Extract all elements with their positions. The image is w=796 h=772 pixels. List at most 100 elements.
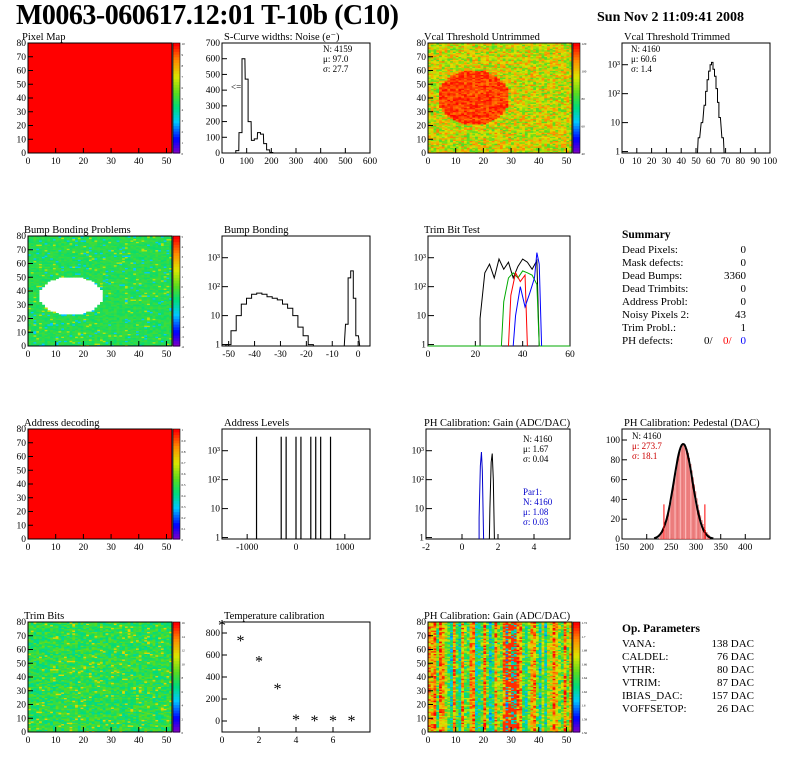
- heatmap-cell: [566, 150, 570, 152]
- heatmap-cell: [436, 63, 440, 66]
- heatmap-cell: [516, 59, 520, 62]
- heatmap-cell: [502, 132, 506, 135]
- heatmap-cell: [480, 115, 484, 118]
- heatmap-cell: [433, 126, 437, 129]
- heatmap-cell: [552, 73, 556, 75]
- heatmap-cell: [472, 137, 476, 140]
- heatmap-cell: [544, 131, 548, 133]
- heatmap-cell: [547, 71, 551, 74]
- heatmap-cell: [563, 52, 567, 55]
- heatmap-cell: [500, 146, 504, 148]
- heatmap-cell: [480, 151, 484, 154]
- x-tick-label: 50: [162, 157, 172, 167]
- heatmap-cell: [441, 99, 445, 102]
- heatmap-cell: [486, 48, 490, 51]
- color-scale-band: [173, 92, 180, 96]
- heatmap-cell: [483, 95, 487, 97]
- heatmap-cell: [447, 55, 451, 58]
- heatmap-cell: [469, 67, 473, 70]
- panel-title: Bump Bonding Problems: [24, 225, 131, 236]
- heatmap-cell: [513, 93, 517, 96]
- heatmap-cell: [502, 122, 506, 125]
- heatmap-cell: [524, 96, 529, 99]
- heatmap-cell: [560, 140, 565, 143]
- y-tick-label: 10: [17, 135, 27, 145]
- heatmap-cell: [455, 81, 459, 84]
- heatmap-cell: [544, 100, 548, 103]
- heatmap-cell: [563, 129, 567, 132]
- heatmap-cell: [566, 51, 570, 53]
- heatmap-cell: [547, 58, 551, 60]
- heatmap-cell: [497, 150, 501, 152]
- heatmap-cell: [500, 139, 504, 141]
- heatmap-cell: [549, 110, 553, 113]
- heatmap-cell: [494, 59, 498, 62]
- heatmap-cell: [488, 113, 493, 115]
- heatmap-cell: [436, 76, 440, 78]
- heatmap-cell: [555, 103, 559, 106]
- heatmap-cell: [439, 85, 443, 88]
- heatmap-cell: [461, 132, 465, 135]
- heatmap-cell: [458, 124, 462, 126]
- heatmap-cell: [494, 84, 498, 86]
- heatmap-cell: [472, 95, 476, 97]
- heatmap-cell: [428, 151, 432, 154]
- heatmap-cell: [488, 95, 493, 97]
- heatmap-cell: [500, 110, 504, 113]
- heatmap-cell: [472, 92, 476, 95]
- heatmap-cell: [439, 104, 443, 107]
- heatmap-cell: [511, 100, 515, 103]
- heatmap-cell: [491, 82, 495, 85]
- heatmap-cell: [511, 49, 515, 52]
- heatmap-cell: [447, 121, 451, 124]
- heatmap-cell: [436, 122, 440, 125]
- color-scale-band: [173, 114, 180, 118]
- heatmap-cell: [433, 142, 437, 144]
- heatmap-cell: [522, 128, 526, 130]
- heatmap-cell: [530, 117, 534, 119]
- heatmap-cell: [464, 55, 468, 58]
- heatmap-cell: [558, 107, 562, 110]
- heatmap-cell: [428, 60, 432, 63]
- heatmap-cell: [538, 55, 542, 58]
- heatmap-cell: [450, 56, 454, 59]
- heatmap-cell: [516, 132, 520, 135]
- heatmap-cell: [500, 115, 504, 118]
- heatmap-cell: [544, 109, 548, 111]
- heatmap-cell: [552, 55, 556, 58]
- heatmap-cell: [441, 146, 445, 148]
- heatmap-cell: [555, 125, 559, 128]
- heatmap-cell: [436, 92, 440, 95]
- heatmap-cell: [541, 113, 545, 115]
- heatmap-cell: [513, 144, 517, 147]
- heatmap-cell: [450, 135, 454, 137]
- heatmap-cell: [450, 118, 454, 121]
- heatmap-cell: [527, 110, 531, 113]
- heatmap-cell: [439, 84, 443, 86]
- heatmap-cell: [541, 140, 545, 143]
- heatmap-cell: [486, 66, 490, 69]
- heatmap-cell: [428, 67, 432, 70]
- heatmap-cell: [433, 99, 437, 102]
- heatmap-cell: [513, 59, 517, 62]
- heatmap-cell: [480, 122, 484, 125]
- heatmap-cell: [439, 47, 443, 49]
- heatmap-cell: [555, 140, 559, 143]
- heatmap-cell: [472, 102, 476, 104]
- heatmap-cell: [566, 56, 570, 59]
- heatmap-cell: [566, 122, 570, 125]
- heatmap-cell: [541, 151, 545, 154]
- heatmap-cell: [513, 82, 517, 85]
- heatmap-cell: [441, 148, 445, 151]
- heatmap-cell: [464, 120, 468, 122]
- heatmap-cell: [464, 89, 468, 92]
- heatmap-cell: [560, 98, 565, 100]
- heatmap-cell: [505, 89, 509, 92]
- heatmap-cell: [477, 74, 481, 77]
- heatmap-cell: [428, 143, 432, 146]
- heatmap-cell: [480, 114, 484, 117]
- heatmap-cell: [430, 99, 434, 102]
- heatmap-cell: [488, 44, 493, 47]
- heatmap-cell: [491, 96, 495, 99]
- heatmap-cell: [477, 110, 481, 113]
